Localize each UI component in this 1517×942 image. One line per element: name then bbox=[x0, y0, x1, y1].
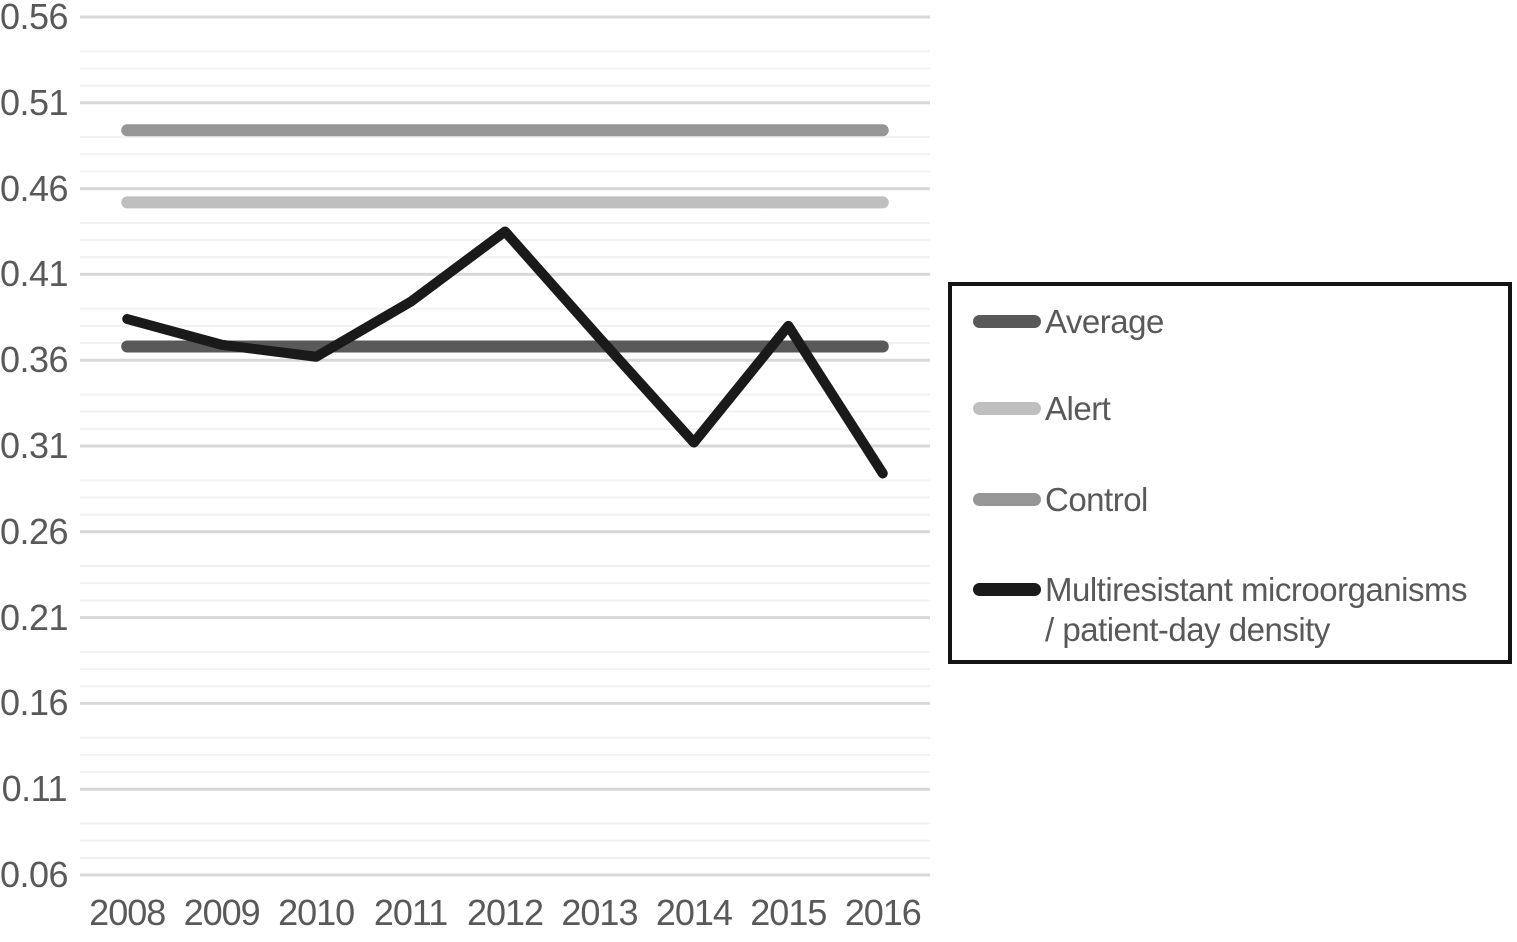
y-tick-label: 0.06 bbox=[0, 854, 69, 895]
x-tick-label: 2013 bbox=[561, 892, 638, 933]
x-tick-label: 2011 bbox=[373, 892, 448, 933]
x-tick-label: 2014 bbox=[655, 892, 733, 933]
legend-item: Control bbox=[973, 480, 1148, 520]
legend-swatch-icon bbox=[973, 493, 1041, 506]
legend-label: Multiresistant microorganisms / patient-… bbox=[1045, 571, 1467, 648]
legend-item: Average bbox=[973, 302, 1164, 342]
legend-swatch-icon bbox=[973, 402, 1041, 415]
y-tick-label: 0.16 bbox=[0, 682, 69, 724]
legend-swatch-icon bbox=[973, 583, 1041, 596]
x-tick-label: 2012 bbox=[466, 892, 544, 933]
legend-label: Average bbox=[1045, 303, 1164, 340]
x-tick-label: 2010 bbox=[278, 892, 355, 933]
legend-item: Multiresistant microorganisms / patient-… bbox=[973, 570, 1467, 650]
y-tick-label: 0.31 bbox=[0, 425, 69, 466]
legend-item: Alert bbox=[973, 389, 1111, 429]
y-tick-label: 0.46 bbox=[0, 167, 69, 209]
series-line-multiresistant bbox=[122, 226, 888, 479]
x-tick-label: 2016 bbox=[844, 892, 922, 933]
y-tick-label: 0.41 bbox=[0, 253, 69, 295]
y-tick-label: 0.11 bbox=[1, 768, 68, 810]
legend-swatch-icon bbox=[973, 315, 1041, 328]
legend: Average Alert Control Multiresistant microo… bbox=[948, 282, 1512, 664]
x-tick-label: 2008 bbox=[89, 892, 166, 933]
y-tick-label: 0.56 bbox=[0, 0, 69, 37]
x-tick-label: 2009 bbox=[183, 892, 261, 933]
y-tick-label: 0.26 bbox=[0, 510, 69, 552]
x-tick-label: 2015 bbox=[750, 892, 827, 933]
y-tick-label: 0.51 bbox=[0, 81, 69, 123]
legend-label: Control bbox=[1045, 481, 1148, 518]
y-tick-label: 0.36 bbox=[0, 339, 69, 381]
y-tick-label: 0.21 bbox=[0, 596, 69, 638]
legend-label: Alert bbox=[1045, 390, 1111, 427]
